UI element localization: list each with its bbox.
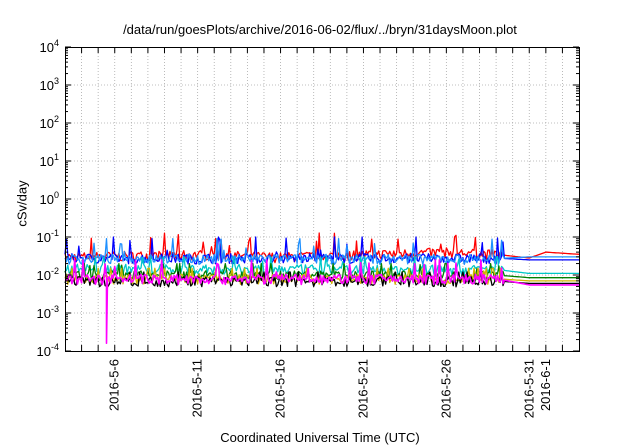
y-tick-labels: 10-4 10-3 10-2 10-1 100 101 102 103 104	[37, 38, 59, 359]
y-tick-label: 102	[40, 114, 59, 131]
x-tick-label: 2016-5-11	[190, 359, 205, 417]
y-tick-label: 10-4	[37, 342, 59, 359]
series-line	[64, 271, 579, 288]
series-line	[64, 238, 579, 266]
x-tick-label: 2016-5-21	[355, 359, 370, 418]
chart-title: /data/run/goesPlots/archive/2016-06-02/f…	[123, 22, 517, 37]
y-tick-label: 10-1	[37, 228, 59, 245]
x-tick-label: 2016-6-1	[538, 359, 553, 411]
y-tick-label: 103	[40, 76, 59, 93]
x-tick-label: 2016-5-6	[107, 359, 122, 411]
y-tick-label: 100	[40, 190, 59, 207]
x-tick-labels: 2016-5-6 2016-5-11 2016-5-16 2016-5-21 2016-…	[107, 359, 553, 418]
series-group	[64, 232, 580, 344]
y-axis-label: cSv/day	[14, 180, 30, 227]
y-tick-label: 10-3	[37, 304, 59, 321]
y-tick-label: 10-2	[37, 266, 59, 283]
x-tick-label: 2016-5-31	[521, 359, 536, 418]
y-tick-label: 101	[40, 152, 59, 169]
series-line	[64, 256, 579, 276]
plot-frame	[65, 47, 580, 352]
grid	[65, 47, 579, 351]
y-tick-label: 104	[40, 38, 59, 55]
x-axis-label: Coordinated Universal Time (UTC)	[220, 430, 420, 445]
x-tick-label: 2016-5-26	[438, 359, 453, 418]
tick-marks	[65, 46, 579, 352]
series-line	[64, 259, 579, 344]
x-tick-label: 2016-5-16	[273, 359, 288, 418]
